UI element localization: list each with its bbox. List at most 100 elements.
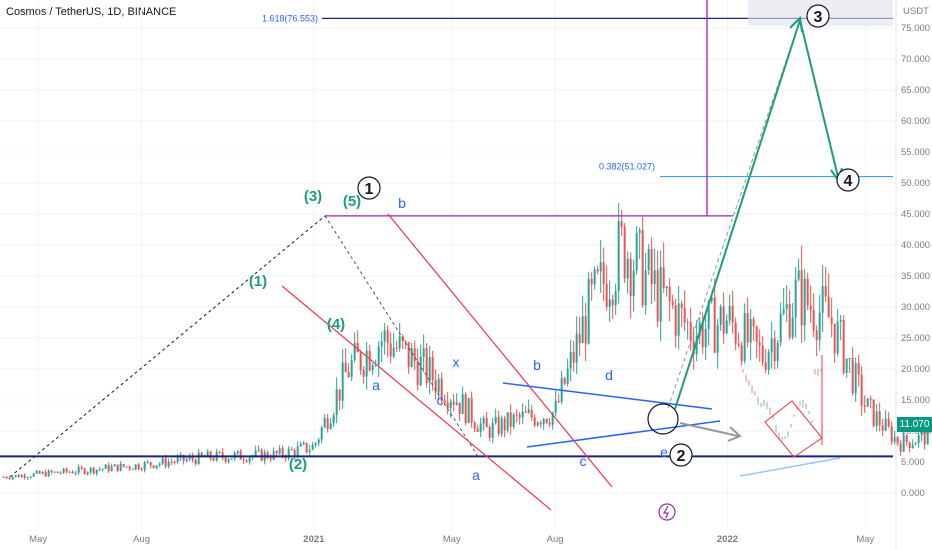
candle-body xyxy=(320,427,323,440)
candle-body xyxy=(665,286,668,289)
candle-body xyxy=(767,352,770,370)
candle-body xyxy=(632,270,635,296)
candle-body xyxy=(443,400,446,403)
candle-body xyxy=(389,343,392,357)
candle-body xyxy=(176,457,179,463)
candle-body xyxy=(44,471,47,477)
candle-body xyxy=(599,262,602,272)
wave-label-green: (2) xyxy=(289,456,307,473)
candle-body xyxy=(773,338,776,362)
candle-body xyxy=(926,426,929,445)
lightning-icon xyxy=(662,505,669,519)
candle-body xyxy=(125,466,128,468)
projection-dashed-line xyxy=(667,19,801,409)
candle-body xyxy=(224,457,227,462)
candle-body xyxy=(581,316,584,344)
candle-body xyxy=(740,345,743,361)
candle-body xyxy=(908,442,911,448)
chart-grid xyxy=(0,0,896,530)
candle-body xyxy=(686,322,689,324)
candle-body xyxy=(845,358,848,373)
candle-body xyxy=(653,270,656,284)
candle-body xyxy=(824,286,827,297)
projection-up xyxy=(674,19,801,410)
inset-candle xyxy=(817,369,819,376)
candle-body xyxy=(452,401,455,405)
candle-body xyxy=(800,270,803,326)
candle-body xyxy=(530,409,533,418)
candle-body xyxy=(806,278,809,306)
wave-circle xyxy=(806,4,830,28)
candle-body xyxy=(293,450,296,457)
candle-body xyxy=(668,286,671,302)
candle-body xyxy=(242,459,245,461)
candle-body xyxy=(323,418,326,428)
candle-body xyxy=(53,471,56,473)
candle-body xyxy=(488,427,491,438)
candle-body xyxy=(461,394,464,414)
candle-body xyxy=(137,464,140,470)
candle-body xyxy=(422,348,425,357)
candle-body xyxy=(500,418,503,435)
candle-body xyxy=(356,342,359,353)
candle-body xyxy=(434,380,437,393)
candle-body xyxy=(161,458,164,464)
channel-upper xyxy=(387,213,613,488)
candle-body xyxy=(191,456,194,460)
candle-body xyxy=(338,389,341,401)
candle-body xyxy=(32,473,35,477)
candle-body xyxy=(266,452,269,458)
fib-label-1618: 1.618(76.553) xyxy=(262,13,318,23)
candle-body xyxy=(413,348,416,362)
candle-body xyxy=(749,319,752,343)
candle-body xyxy=(608,299,611,307)
x-tick-label: May xyxy=(856,534,874,545)
y-tick-label: 65.000 xyxy=(901,85,930,96)
candle-body xyxy=(794,279,797,318)
candle-body xyxy=(116,464,119,472)
inset-trendline xyxy=(739,457,841,477)
candle-body xyxy=(527,409,530,413)
candle-body xyxy=(239,450,242,460)
inset-candle xyxy=(811,420,813,424)
candle-body xyxy=(275,450,278,454)
inset-candle xyxy=(748,380,750,387)
candle-body xyxy=(647,249,650,271)
wave-circle xyxy=(357,176,381,200)
candle-body xyxy=(164,458,167,467)
inset-candle xyxy=(754,391,756,396)
candle-body xyxy=(182,454,185,461)
inset-candle xyxy=(775,425,777,433)
candle-body xyxy=(170,461,173,463)
candle-body xyxy=(518,414,521,418)
candle-body xyxy=(833,323,836,354)
candle-body xyxy=(209,451,212,459)
candle-body xyxy=(770,338,773,353)
candle-body xyxy=(197,452,200,465)
candle-body xyxy=(554,400,557,413)
candle-body xyxy=(797,270,800,280)
candle-body xyxy=(8,478,11,480)
candle-body xyxy=(431,357,434,381)
candle-body xyxy=(374,364,377,366)
candle-body xyxy=(74,472,77,474)
inset-candle xyxy=(793,414,795,417)
candle-body xyxy=(752,319,755,327)
candle-body xyxy=(587,278,590,344)
price-axis: USDT0.0005.00010.00015.00020.00025.00030… xyxy=(895,0,930,550)
candle-body xyxy=(746,312,749,343)
candle-body xyxy=(218,451,221,453)
candle-body xyxy=(311,444,314,450)
candle-body xyxy=(308,449,311,453)
candle-body xyxy=(104,464,107,469)
inset-candle xyxy=(751,385,753,394)
candle-body xyxy=(617,221,620,292)
candle-body xyxy=(113,464,116,467)
inset-candle xyxy=(799,401,801,406)
candle-body xyxy=(605,283,608,307)
y-tick-label: 30.000 xyxy=(901,302,930,313)
candle-body xyxy=(689,322,692,342)
candle-body xyxy=(47,470,50,477)
candle-body xyxy=(83,468,86,475)
